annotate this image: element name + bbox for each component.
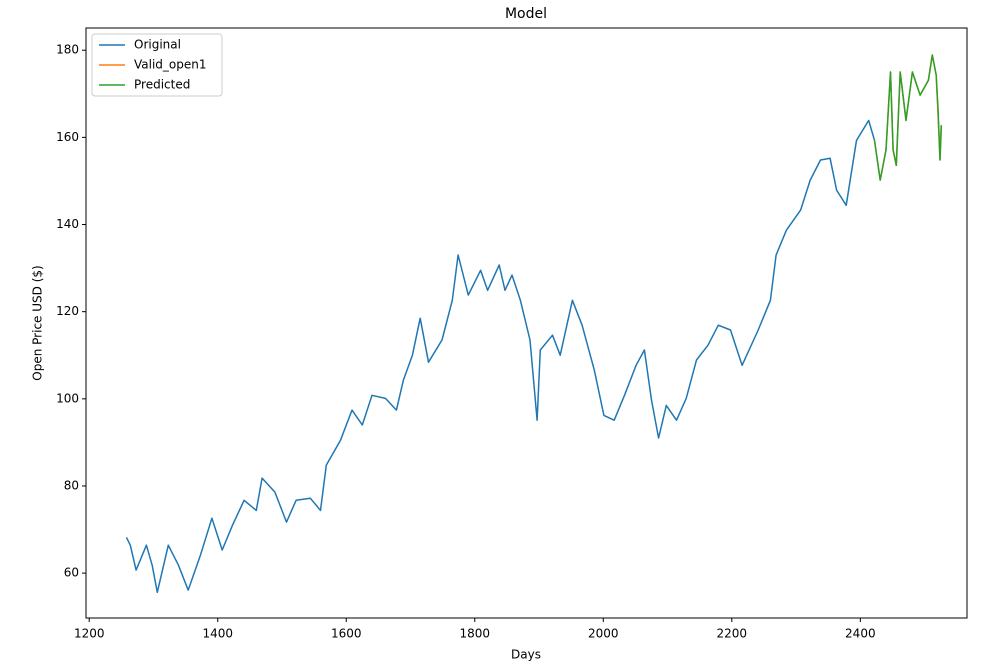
x-tick-label: 1600 bbox=[331, 627, 362, 641]
legend-label: Valid_open1 bbox=[134, 58, 207, 72]
legend-label: Predicted bbox=[134, 78, 190, 92]
x-tick-label: 2400 bbox=[845, 627, 876, 641]
series-line bbox=[125, 119, 876, 594]
plot-frame bbox=[85, 27, 968, 619]
y-tick-label: 80 bbox=[64, 478, 79, 492]
y-tick-label: 120 bbox=[56, 304, 79, 318]
y-tick-label: 140 bbox=[56, 217, 79, 231]
y-tick-label: 180 bbox=[56, 43, 79, 57]
x-tick-label: 2000 bbox=[588, 627, 619, 641]
y-tick-label: 60 bbox=[64, 566, 79, 580]
x-tick-label: 1200 bbox=[74, 627, 105, 641]
series-line bbox=[873, 54, 943, 181]
x-tick-label: 1400 bbox=[202, 627, 233, 641]
x-axis-label: Days bbox=[511, 648, 541, 662]
legend-box bbox=[91, 33, 223, 97]
x-tick-label: 2200 bbox=[717, 627, 748, 641]
y-axis-label: Open Price USD ($) bbox=[31, 265, 45, 380]
y-tick-label: 160 bbox=[56, 130, 79, 144]
legend-label: Original bbox=[134, 38, 181, 52]
x-tick-label: 1800 bbox=[459, 627, 490, 641]
y-tick-label: 100 bbox=[56, 391, 79, 405]
chart-title: Model bbox=[505, 6, 547, 22]
